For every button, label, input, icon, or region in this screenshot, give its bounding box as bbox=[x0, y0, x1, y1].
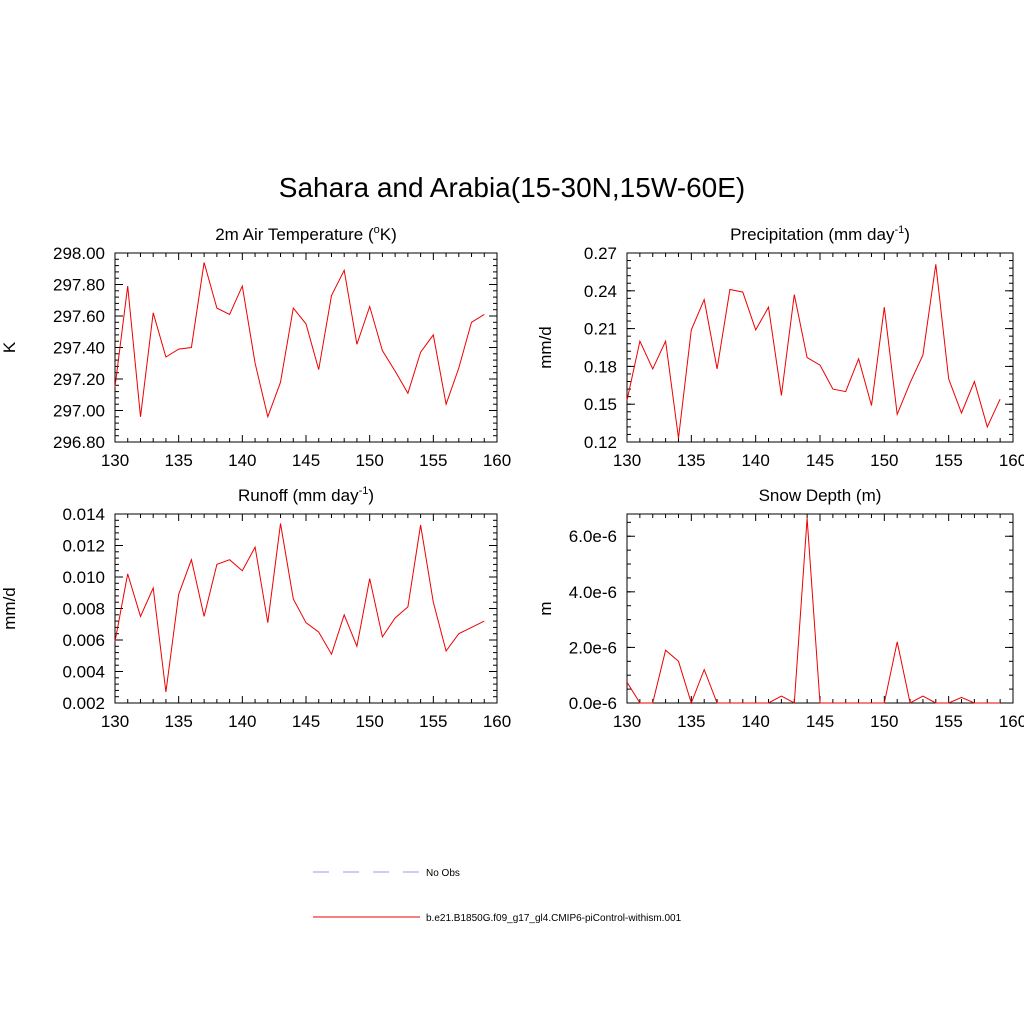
y-axis-label: mm/d bbox=[0, 587, 19, 630]
x-tick-label: 150 bbox=[355, 712, 383, 731]
y-tick-label: 0.014 bbox=[62, 505, 105, 524]
y-tick-label: 297.00 bbox=[53, 402, 105, 421]
panel-title: Precipitation (mm day-1) bbox=[730, 224, 910, 244]
y-axis-label: mm/d bbox=[536, 326, 555, 369]
panel-title-tail: ) bbox=[368, 486, 374, 505]
y-tick-label: 0.012 bbox=[62, 537, 105, 556]
panel-title-tail: K) bbox=[380, 225, 397, 244]
x-tick-label: 155 bbox=[934, 712, 962, 731]
plot-frame bbox=[626, 252, 1014, 443]
y-tick-label: 0.002 bbox=[62, 694, 105, 713]
panel-title: 2m Air Temperature (oK) bbox=[215, 224, 397, 244]
y-tick-label: 6.0e-6 bbox=[569, 527, 617, 546]
series-line bbox=[114, 262, 485, 419]
legend-label: No Obs bbox=[426, 868, 460, 879]
x-tick-label: 135 bbox=[677, 712, 705, 731]
x-tick-label: 130 bbox=[101, 712, 129, 731]
x-tick-label: 145 bbox=[806, 451, 834, 470]
panel-title-main: Runoff (mm day bbox=[238, 486, 359, 505]
y-tick-label: 0.24 bbox=[584, 282, 617, 301]
y-tick-label: 0.0e-6 bbox=[569, 694, 617, 713]
x-tick-label: 135 bbox=[164, 712, 192, 731]
panel-title-superscript: -1 bbox=[894, 224, 904, 236]
chart-panel-3: 130 135 140 145 150 155 160 0.002 0.004 0.006 0.00… bbox=[0, 485, 511, 731]
x-tick-label: 145 bbox=[292, 712, 320, 731]
y-tick-label: 297.40 bbox=[53, 339, 105, 358]
x-tick-label: 160 bbox=[483, 451, 511, 470]
y-tick-label: 297.20 bbox=[53, 370, 105, 389]
x-tick-label: 140 bbox=[228, 712, 256, 731]
panel-title-main: Precipitation (mm day bbox=[730, 225, 895, 244]
x-tick-label: 140 bbox=[228, 451, 256, 470]
series-line bbox=[626, 264, 1001, 439]
x-tick-label: 150 bbox=[870, 712, 898, 731]
panel-title-main: Snow Depth (m) bbox=[759, 486, 882, 505]
y-tick-label: 0.008 bbox=[62, 600, 105, 619]
series-line bbox=[114, 523, 485, 693]
figure-title: Sahara and Arabia(15-30N,15W-60E) bbox=[278, 172, 746, 203]
chart-panel-1: 130 135 140 145 150 155 160 296.80 297.00 297.20 2… bbox=[0, 224, 511, 470]
x-tick-label: 130 bbox=[613, 712, 641, 731]
panel-title: Snow Depth (m) bbox=[759, 486, 882, 505]
y-axis-label: m bbox=[536, 601, 555, 615]
y-tick-label: 0.010 bbox=[62, 568, 105, 587]
plot-frame bbox=[626, 513, 1014, 704]
x-tick-label: 135 bbox=[677, 451, 705, 470]
y-tick-label: 0.18 bbox=[584, 357, 617, 376]
x-tick-label: 155 bbox=[419, 712, 447, 731]
chart-panel-4: 130 135 140 145 150 155 160 0.0e-6 2.0e-6 4.0e-6 6… bbox=[536, 486, 1024, 731]
y-axis-label: K bbox=[0, 341, 19, 353]
x-tick-label: 150 bbox=[355, 451, 383, 470]
plot-frame bbox=[114, 513, 498, 704]
y-tick-label: 0.15 bbox=[584, 395, 617, 414]
x-tick-label: 155 bbox=[934, 451, 962, 470]
x-tick-label: 130 bbox=[101, 451, 129, 470]
x-tick-label: 150 bbox=[870, 451, 898, 470]
x-tick-label: 140 bbox=[741, 712, 769, 731]
x-tick-label: 135 bbox=[164, 451, 192, 470]
y-tick-label: 0.004 bbox=[62, 663, 105, 682]
panel-title-main: 2m Air Temperature ( bbox=[215, 225, 374, 244]
plot-frame bbox=[114, 252, 498, 443]
y-tick-label: 4.0e-6 bbox=[569, 583, 617, 602]
panel-title: Runoff (mm day-1) bbox=[238, 485, 374, 505]
panel-title-superscript: -1 bbox=[359, 485, 369, 497]
x-tick-label: 130 bbox=[613, 451, 641, 470]
x-tick-label: 155 bbox=[419, 451, 447, 470]
x-tick-label: 160 bbox=[999, 451, 1024, 470]
y-tick-label: 0.21 bbox=[584, 320, 617, 339]
y-tick-label: 298.00 bbox=[53, 244, 105, 263]
legend: No Obs b.e21.B1850G.f09_g17_gl4.CMIP6-piC… bbox=[313, 868, 682, 924]
x-tick-label: 160 bbox=[483, 712, 511, 731]
y-tick-label: 0.27 bbox=[584, 244, 617, 263]
series-line bbox=[626, 518, 1001, 705]
y-tick-label: 0.006 bbox=[62, 631, 105, 650]
y-tick-label: 297.80 bbox=[53, 276, 105, 295]
x-tick-label: 145 bbox=[806, 712, 834, 731]
panel-title-tail: ) bbox=[904, 225, 910, 244]
x-tick-label: 160 bbox=[999, 712, 1024, 731]
x-tick-label: 145 bbox=[292, 451, 320, 470]
y-tick-label: 2.0e-6 bbox=[569, 638, 617, 657]
chart-panel-2: 130 135 140 145 150 155 160 0.12 0.15 0.18 0.21 0.2… bbox=[536, 224, 1024, 470]
y-tick-label: 297.60 bbox=[53, 307, 105, 326]
x-tick-label: 140 bbox=[741, 451, 769, 470]
y-tick-label: 296.80 bbox=[53, 433, 105, 452]
legend-label: b.e21.B1850G.f09_g17_gl4.CMIP6-piControl… bbox=[426, 913, 682, 924]
chart-panels: 130 135 140 145 150 155 160 296.80 297.00 297.20 2… bbox=[0, 224, 1024, 731]
panel-title-superscript: o bbox=[374, 224, 380, 236]
y-tick-label: 0.12 bbox=[584, 433, 617, 452]
